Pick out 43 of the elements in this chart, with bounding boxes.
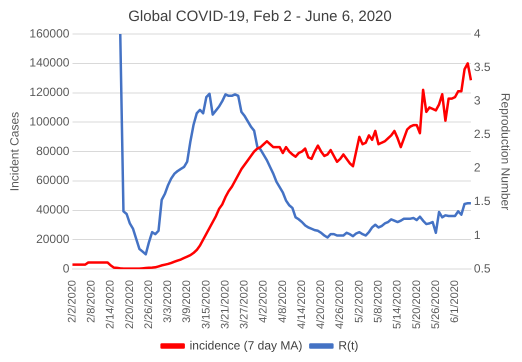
x-tick-label: 5/14/2020: [392, 280, 404, 329]
legend-label: incidence (7 day MA): [190, 338, 302, 352]
x-tick-label: 3/9/2020: [181, 280, 194, 323]
x-tick-label: 3/27/2020: [238, 280, 251, 329]
x-tick-label: 5/26/2020: [430, 280, 442, 329]
x-tick-label: 3/21/2020: [219, 280, 232, 329]
y-tick-label: 140000: [29, 56, 70, 70]
x-tick-label: 3/3/2020: [162, 280, 174, 323]
x-tick-label: 4/26/2020: [334, 280, 346, 329]
x-tick-label: 5/2/2020: [353, 280, 366, 323]
x-tick-label: 4/14/2020: [296, 280, 308, 329]
y-tick-label: 20000: [36, 232, 70, 246]
y2-tick-label: 4: [474, 26, 481, 40]
x-tick-label: 4/20/2020: [315, 280, 328, 329]
y-tick-label: 40000: [36, 202, 70, 217]
x-tick-label: 2/14/2020: [104, 280, 117, 329]
legend-label: R(t): [338, 338, 358, 352]
x-tick-label: 2/2/2020: [66, 280, 78, 323]
x-tick-label: 3/15/2020: [200, 280, 212, 329]
x-tick-label: 5/8/2020: [372, 280, 385, 323]
y-tick-label: 0: [62, 261, 70, 276]
x-tick-label: 2/20/2020: [124, 280, 136, 329]
y2-axis-title: Reproduction Number: [498, 92, 512, 210]
x-tick-label: 5/20/2020: [410, 280, 423, 329]
y-tick-label: 120000: [29, 85, 70, 100]
x-tick-label: 2/8/2020: [86, 280, 98, 323]
y-tick-label: 100000: [29, 114, 70, 128]
y-tick-label: 80000: [36, 144, 70, 158]
x-tick-label: 4/2/2020: [258, 280, 270, 323]
y-axis-title: Incident Cases: [8, 112, 22, 192]
y2-tick-label: 0.5: [474, 261, 491, 276]
y2-tick-label: 3: [474, 93, 481, 108]
x-tick-label: 2/26/2020: [142, 280, 155, 329]
y-tick-label: 60000: [36, 173, 70, 188]
y2-tick-label: 1: [474, 228, 481, 242]
y2-tick-label: 2: [474, 160, 481, 175]
x-tick-label: 6/1/2020: [449, 280, 462, 323]
y2-tick-label: 3.5: [474, 60, 491, 74]
x-tick-label: 4/8/2020: [276, 280, 289, 323]
y2-tick-label: 2.5: [474, 127, 491, 142]
chart-title: Global COVID-19, Feb 2 - June 6, 2020: [128, 8, 392, 26]
y2-tick-label: 1.5: [474, 194, 491, 208]
y-tick-label: 160000: [29, 26, 70, 40]
